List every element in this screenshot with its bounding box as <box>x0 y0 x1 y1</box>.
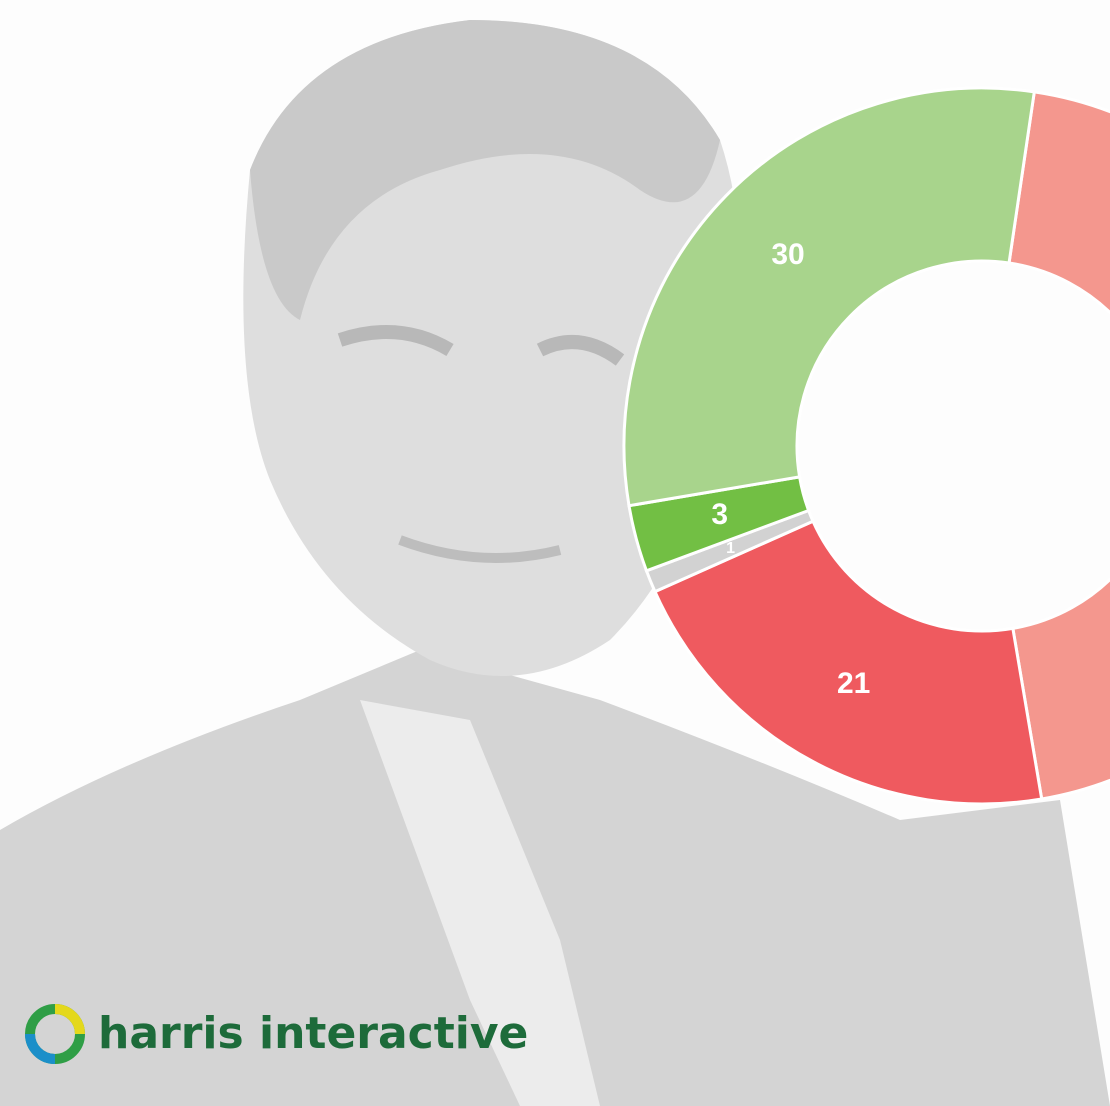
logo: harris interactive <box>25 1004 528 1064</box>
logo-text: harris interactive <box>98 1008 528 1059</box>
donut: 21 1 3 30 <box>622 86 1110 806</box>
logo-ring-accent <box>54 1004 85 1035</box>
data-label: 1 <box>726 540 735 557</box>
donut-segment <box>1007 90 1110 801</box>
logo-ring-accent <box>25 1033 56 1064</box>
data-label: 21 <box>837 667 870 700</box>
donut-segment <box>652 519 1044 806</box>
data-label: 3 <box>711 498 728 531</box>
data-label: 30 <box>771 238 804 271</box>
donut-segment <box>622 86 1037 508</box>
